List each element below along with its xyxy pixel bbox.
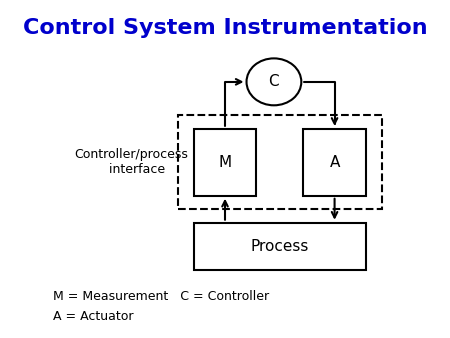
Text: Controller/process
   interface: Controller/process interface bbox=[74, 148, 188, 176]
Text: Process: Process bbox=[251, 239, 309, 254]
Circle shape bbox=[247, 58, 302, 105]
Bar bbox=[303, 129, 366, 196]
Text: M: M bbox=[218, 155, 232, 170]
Text: A = Actuator: A = Actuator bbox=[53, 310, 133, 323]
Text: Control System Instrumentation: Control System Instrumentation bbox=[22, 18, 427, 38]
Bar bbox=[194, 223, 366, 270]
Bar bbox=[178, 115, 382, 209]
Bar bbox=[194, 129, 256, 196]
Text: A: A bbox=[329, 155, 340, 170]
Text: M = Measurement   C = Controller: M = Measurement C = Controller bbox=[53, 290, 269, 303]
Text: C: C bbox=[269, 74, 279, 89]
